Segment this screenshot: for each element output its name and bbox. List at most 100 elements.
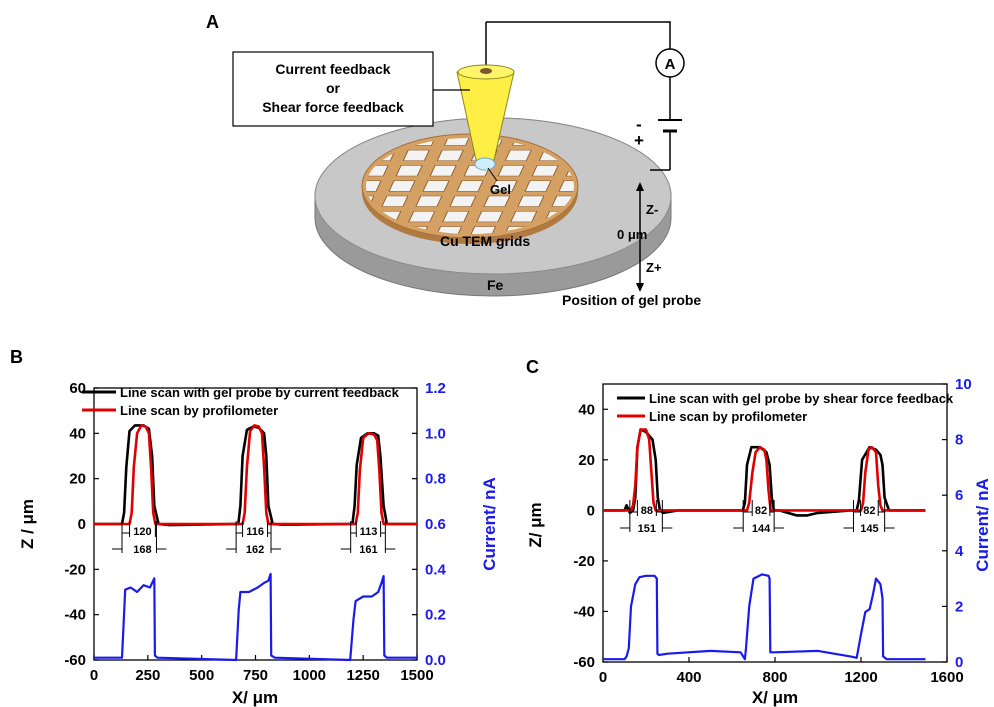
y-tick-label: -20	[573, 553, 595, 570]
y2-tick-label: 0.6	[425, 516, 446, 533]
series-line-1	[94, 425, 417, 524]
z-minus-label: Z-	[646, 202, 658, 217]
y2-tick-label: 0.4	[425, 561, 447, 578]
zero-label: 0 μm	[617, 227, 647, 242]
legend-label: Line scan by profilometer	[649, 409, 807, 424]
x-tick-label: 750	[243, 667, 268, 684]
x-tick-label: 1250	[346, 667, 379, 684]
panel-c-y-label: Z/ μm	[526, 502, 545, 547]
panel-c-x-label: X/ μm	[752, 688, 798, 707]
annotation-outer-width: 151	[638, 523, 656, 535]
panel-a: A A - + Gel Cur	[206, 12, 701, 308]
panel-b-plot: 0 250 500 750 1000 1250 1500 -60 -40 -20 0 20 40 60 0.…	[64, 380, 446, 684]
annotation-inner-width: 82	[755, 505, 767, 517]
grid-hole	[273, 211, 299, 222]
grid-hole	[437, 150, 463, 161]
grid-hole	[382, 196, 408, 207]
panel-b-plot-frame	[94, 388, 417, 660]
y-tick-label: 20	[578, 452, 595, 469]
x-tick-label: 1000	[293, 667, 326, 684]
grid-hole	[266, 227, 292, 238]
grid-hole	[251, 257, 277, 268]
annotation-outer-width: 161	[359, 544, 377, 556]
y-tick-label: 20	[69, 471, 86, 488]
panel-c: C 0 400 800 1200 1600-60-40-20020400246810Li…	[526, 357, 992, 707]
x-tick-label: 400	[676, 669, 701, 686]
y2-tick-label: 0.2	[425, 607, 446, 624]
grid-hole	[416, 196, 442, 207]
gel-label: Gel	[490, 182, 511, 197]
panel-b: B 0 250 500 750 1000 1250 1500 -60 -40 -20 0 20 40 60…	[10, 347, 499, 707]
y2-tick-label: 10	[955, 376, 972, 393]
grid-hole	[505, 150, 531, 161]
x-tick-label: 250	[135, 667, 160, 684]
legend-label: Line scan with gel probe by shear force …	[649, 391, 954, 406]
grid-hole	[484, 196, 510, 207]
x-tick-label: 800	[762, 669, 787, 686]
grid-hole	[498, 165, 524, 176]
grid-hole	[259, 242, 285, 253]
y-tick-label: 0	[78, 516, 86, 533]
y2-tick-label: 0.8	[425, 471, 446, 488]
grid-hole	[525, 181, 551, 192]
annotation-outer-width: 168	[133, 544, 151, 556]
annotation-inner-width: 116	[246, 526, 264, 538]
series-line-2	[94, 574, 417, 660]
grid-hole	[287, 181, 313, 192]
battery-plus: +	[634, 131, 644, 150]
annotation-outer-width: 145	[860, 523, 878, 535]
feedback-line1: Current feedback	[275, 61, 390, 77]
y-tick-label: 0	[587, 502, 595, 519]
y2-tick-label: 1.0	[425, 425, 446, 442]
grid-hole	[457, 181, 483, 192]
grid-hole	[532, 165, 558, 176]
annotation-outer-width: 144	[752, 523, 771, 535]
panel-c-y2-label: Current/ nA	[973, 478, 992, 572]
grid-hole	[588, 120, 614, 131]
y-tick-label: -40	[64, 607, 86, 624]
grid-hole	[301, 150, 327, 161]
grid-hole	[280, 196, 306, 207]
grid-hole	[450, 196, 476, 207]
y-tick-label: -60	[64, 652, 86, 669]
annotation-inner-width: 120	[133, 526, 151, 538]
grid-hole	[389, 181, 415, 192]
y2-tick-label: 6	[955, 487, 963, 504]
grid-hole	[561, 104, 587, 115]
substrate-label: Fe	[487, 277, 504, 293]
grid-hole	[294, 165, 320, 176]
annotation-inner-width: 88	[641, 505, 653, 517]
grid-hole	[430, 165, 456, 176]
grid-hole	[527, 104, 553, 115]
grid-hole	[396, 165, 422, 176]
x-tick-label: 1600	[930, 669, 963, 686]
y2-tick-label: 0.0	[425, 652, 446, 669]
grid-hole	[663, 104, 689, 115]
x-tick-label: 1500	[400, 667, 433, 684]
x-tick-label: 500	[189, 667, 214, 684]
ammeter-label: A	[665, 56, 676, 73]
grid-hole	[595, 104, 621, 115]
panel-b-y2-label: Current/ nA	[480, 477, 499, 571]
probe-electrode	[480, 68, 492, 74]
series-line-1	[603, 430, 926, 511]
grid-hole	[308, 135, 334, 146]
x-tick-label: 0	[599, 669, 607, 686]
panel-b-x-label: X/ μm	[232, 688, 278, 707]
grid-hole	[518, 196, 544, 207]
annotation-inner-width: 113	[360, 526, 378, 538]
series-line-2	[603, 574, 926, 659]
panel-a-label: A	[206, 12, 219, 32]
feedback-line3: Shear force feedback	[262, 99, 404, 115]
legend-label: Line scan by profilometer	[120, 403, 278, 418]
grid-hole	[477, 211, 503, 222]
grid-hole	[423, 181, 449, 192]
panel-c-label: C	[526, 357, 539, 377]
grid-hole	[443, 211, 469, 222]
x-tick-label: 1200	[844, 669, 877, 686]
grid-hole	[293, 242, 319, 253]
panel-b-y-label: Z / μm	[18, 499, 37, 549]
y2-tick-label: 1.2	[425, 380, 446, 397]
grid-hole	[409, 211, 435, 222]
